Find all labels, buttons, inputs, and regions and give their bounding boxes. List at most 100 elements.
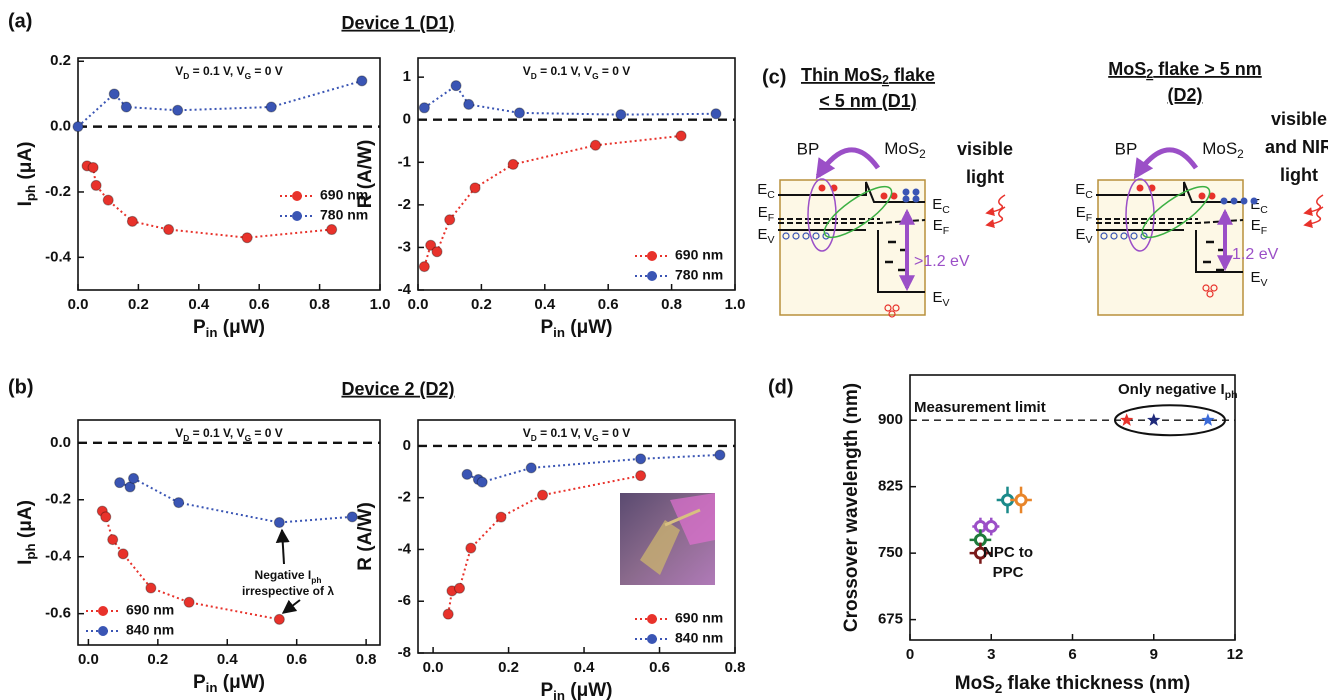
legend-label: 840 nm	[126, 622, 174, 638]
text-run: MoS	[1108, 59, 1146, 79]
data-point	[1014, 493, 1028, 507]
y-tick-label: -4	[398, 281, 412, 298]
hole	[782, 232, 790, 240]
text-run: V	[523, 64, 531, 78]
x-tick-label: 0.8	[725, 659, 746, 676]
subscript: D	[531, 433, 537, 443]
electron	[912, 188, 920, 196]
data-point	[173, 497, 185, 509]
y-tick-label: -2	[398, 489, 411, 506]
band-line	[778, 181, 925, 203]
series-line	[86, 164, 332, 239]
subscript: V	[1261, 277, 1268, 289]
x-axis-label: Pin (μW)	[193, 672, 265, 695]
text-run: (μW)	[565, 317, 613, 338]
data-point	[463, 98, 475, 110]
limit-label: Measurement limit	[914, 399, 1046, 416]
text-run: E	[1250, 196, 1260, 213]
text-run: R (A/W)	[355, 502, 376, 571]
x-tick-label: 0.4	[574, 659, 596, 676]
panel-label: (a)	[8, 10, 32, 32]
series-line	[423, 134, 682, 267]
data-point	[615, 109, 627, 121]
x-axis-label: Pin (μW)	[193, 317, 265, 340]
text-run: = 0 V	[599, 426, 631, 440]
electron	[1198, 192, 1206, 200]
y-tick-label: -0.6	[45, 605, 71, 622]
y-tick-label: -6	[398, 592, 411, 609]
material-label: BP	[797, 139, 820, 158]
text-run: = 0.1 V, V	[537, 426, 592, 440]
legend-marker	[647, 271, 657, 281]
panel-label: (c)	[762, 66, 786, 88]
subscript: F	[1086, 212, 1092, 224]
text-run: P	[193, 672, 206, 693]
subscript: ph	[23, 185, 38, 201]
data-point	[635, 453, 647, 465]
y-tick-label: 825	[878, 478, 903, 495]
text-run: PPC	[993, 564, 1024, 581]
level-label: EF	[1076, 204, 1092, 224]
annotation: VD = 0.1 V, VG = 0 V	[523, 64, 631, 81]
subscript: G	[245, 71, 252, 81]
text-run: I	[15, 560, 36, 565]
x-tick-label: 1.0	[370, 296, 391, 313]
data-point	[126, 215, 138, 227]
x-axis-label: Pin (μW)	[540, 680, 612, 700]
y-tick-label: 0.2	[50, 52, 71, 69]
legend-marker	[292, 211, 302, 221]
x-tick-label: 3	[987, 646, 995, 663]
legend-label: 840 nm	[675, 630, 723, 646]
band-line	[877, 230, 925, 293]
material-label: BP	[1115, 139, 1138, 158]
text-run: flake > 5 nm	[1153, 59, 1262, 79]
y-tick-label: -0.2	[45, 183, 71, 200]
data-point	[102, 194, 114, 206]
level-label: EC	[1250, 196, 1268, 216]
electron	[912, 195, 920, 203]
y-tick-label: -4	[398, 540, 412, 557]
subscript: in	[206, 680, 218, 695]
data-point	[525, 462, 537, 474]
subscript: G	[592, 433, 599, 443]
data-point	[635, 470, 647, 482]
data-point	[108, 88, 120, 100]
bp-outline	[1125, 178, 1155, 252]
trend-note: NPC to	[983, 544, 1033, 561]
subscript: G	[592, 71, 599, 81]
data-point	[326, 224, 338, 236]
y-tick-label: 675	[878, 611, 903, 628]
hole	[812, 232, 820, 240]
text-run: E	[757, 181, 767, 198]
text-run: E	[932, 289, 942, 306]
data-point	[273, 613, 285, 625]
band-line	[778, 219, 926, 224]
data-point	[590, 139, 602, 151]
legend-label: 690 nm	[675, 610, 723, 626]
text-run: Crossover wavelength (nm)	[841, 383, 862, 632]
text-run: (μA)	[15, 142, 36, 185]
level-label: EV	[1075, 226, 1092, 246]
subscript: 2	[995, 681, 1002, 696]
text-run: visible	[957, 139, 1013, 159]
hole	[792, 232, 800, 240]
subscript: V	[1086, 234, 1093, 246]
text-run: E	[1250, 269, 1260, 286]
panel-label: (b)	[8, 376, 34, 398]
text-run: NPC to	[983, 544, 1033, 561]
y-tick-label: 0.0	[50, 118, 71, 135]
y-tick-label: 0	[403, 111, 411, 128]
subscript: F	[768, 212, 774, 224]
subscript: D	[531, 71, 537, 81]
x-tick-label: 0.2	[471, 296, 492, 313]
level-label: EV	[932, 289, 949, 309]
x-tick-label: 0.6	[598, 296, 619, 313]
x-tick-label: 0.0	[423, 659, 444, 676]
plot-frame	[417, 419, 736, 654]
data-point	[710, 108, 722, 120]
legend-label: 690 nm	[675, 247, 723, 263]
legend-marker	[98, 606, 108, 616]
hole	[822, 232, 830, 240]
y-axis-label: Crossover wavelength (nm)	[841, 383, 862, 632]
electron	[1230, 197, 1238, 205]
